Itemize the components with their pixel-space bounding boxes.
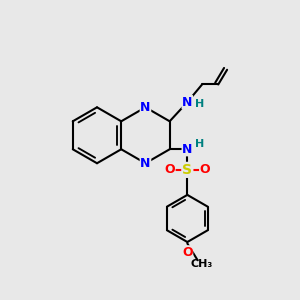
- Text: N: N: [140, 157, 151, 170]
- Text: O: O: [164, 164, 175, 176]
- Text: N: N: [140, 101, 151, 114]
- Text: H: H: [195, 139, 204, 149]
- Text: O: O: [182, 246, 193, 259]
- Text: H: H: [195, 99, 204, 109]
- Text: CH₃: CH₃: [191, 259, 213, 269]
- Text: N: N: [182, 96, 193, 109]
- Text: O: O: [200, 164, 210, 176]
- Text: S: S: [182, 163, 192, 177]
- Text: N: N: [182, 143, 193, 156]
